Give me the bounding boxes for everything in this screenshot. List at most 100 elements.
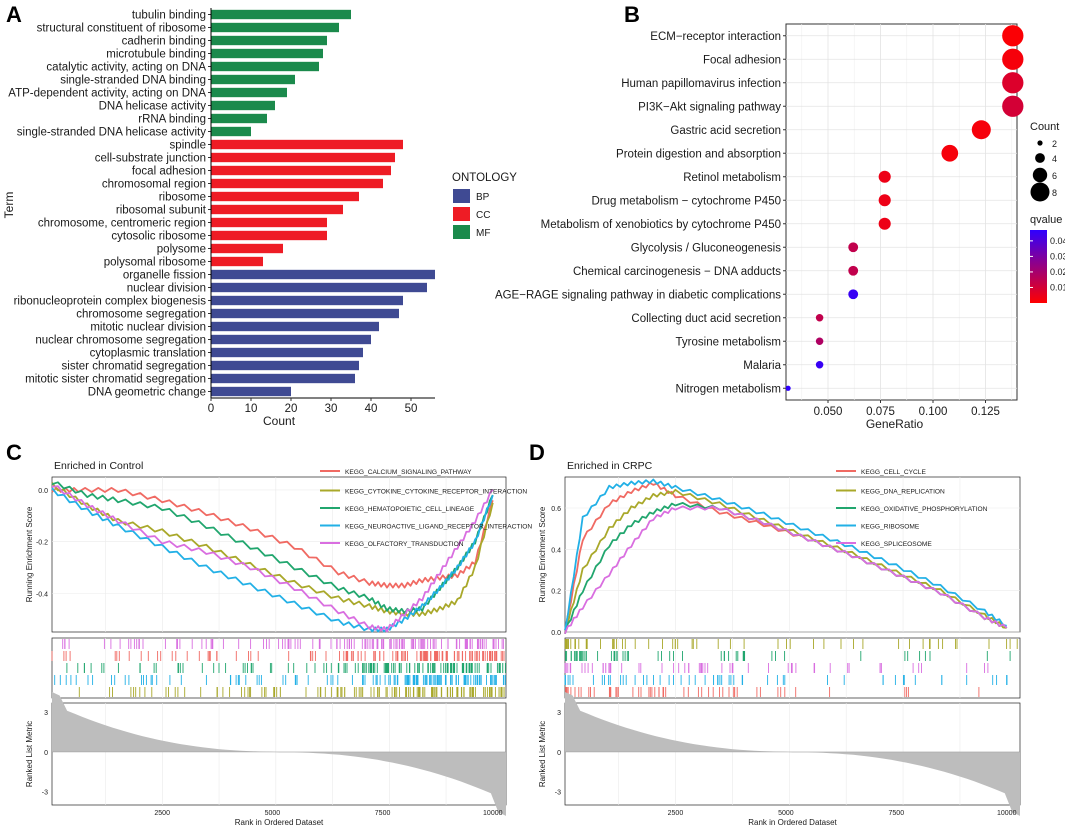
hit-marks-4: [564, 663, 989, 673]
x-tick-label: 40: [365, 403, 378, 415]
bar-bp: [211, 321, 379, 332]
size-legend-dot: [1030, 182, 1050, 202]
dot: [785, 385, 791, 391]
hit-marks-0: [565, 687, 980, 697]
bar-label: single-stranded DNA binding: [60, 75, 206, 87]
bar-cc: [211, 243, 283, 254]
bar-label: cytosolic ribosome: [111, 231, 206, 243]
x-tick-label: 30: [325, 403, 338, 415]
legend-label: KEGG_OXIDATIVE_PHOSPHORYLATION: [861, 506, 988, 513]
term-label: Gastric acid secretion: [670, 125, 781, 137]
x-tick-label: 7500: [375, 810, 391, 817]
y-tick-label: -0.4: [36, 591, 48, 598]
bar-mf: [211, 87, 287, 98]
bar-label: sister chromatid segregation: [62, 361, 206, 373]
bar-label: tubulin binding: [132, 10, 206, 22]
bar-cc: [211, 152, 395, 163]
term-label: Malaria: [743, 360, 781, 372]
y-axis-title: Running Enrichment Score: [538, 506, 547, 602]
dot: [848, 242, 859, 253]
panel-b-dot-plot: ECM−receptor interaction Focal adhesion Hu…: [495, 23, 1065, 431]
size-legend-title: Count: [1030, 121, 1059, 133]
size-legend-label: 4: [1052, 154, 1057, 164]
dot: [971, 120, 991, 140]
bar-label: nuclear division: [127, 283, 206, 295]
legend-label: KEGG_DNA_REPLICATION: [861, 489, 945, 496]
dot: [1002, 48, 1024, 70]
ranked-metric-area: [52, 692, 506, 816]
legend-label: KEGG_CYTOKINE_CYTOKINE_RECEPTOR_INTERACT…: [345, 489, 527, 496]
term-label: Retinol metabolism: [683, 172, 781, 184]
bar-mf: [211, 61, 319, 72]
panel-d-gsea-plot: Enriched in CRPC 0.0 0.2 0.4 0.6 Running Enri…: [538, 460, 1021, 827]
legend-label: KEGG_RIBOSOME: [861, 524, 920, 531]
x-tick-label: 2500: [668, 810, 684, 817]
y-tick-label: 0.0: [38, 488, 48, 495]
term-label: ECM−receptor interaction: [650, 31, 781, 43]
dot: [878, 170, 891, 183]
size-legend-label: 2: [1052, 139, 1057, 149]
term-label: Collecting duct acid secretion: [631, 313, 781, 325]
bar-mf: [211, 9, 351, 20]
x-tick-label: 0.050: [814, 406, 843, 418]
plot-title: Enriched in CRPC: [567, 460, 653, 472]
x-tick-label: 10000: [483, 810, 503, 817]
bar-mf: [211, 100, 275, 111]
term-label: Tyrosine metabolism: [676, 336, 781, 348]
bar-bp: [211, 360, 359, 371]
legend-swatch-bp: [453, 189, 470, 203]
hit-marks-0: [51, 651, 505, 661]
color-legend-label: 0.02: [1050, 267, 1065, 277]
bar-cc: [211, 178, 383, 189]
x-tick-label: 5000: [265, 810, 281, 817]
bar-label: polysome: [157, 244, 206, 256]
legend-swatch-mf: [453, 225, 470, 239]
bar-label: structural constituent of ribosome: [37, 23, 206, 35]
bar-mf: [211, 35, 327, 46]
bar-cc: [211, 191, 359, 202]
dot: [941, 144, 959, 162]
color-legend-label: 0.03: [1050, 251, 1065, 261]
term-label: Glycolysis / Gluconeogenesis: [631, 242, 781, 254]
bar-cc: [211, 204, 343, 215]
bar-mf: [211, 113, 267, 124]
es-line-2: [51, 481, 494, 615]
hit-marks-1: [564, 639, 1018, 649]
hit-marks-1: [78, 687, 505, 697]
panel-label-a: A: [6, 2, 22, 27]
x-tick-label: 50: [405, 403, 418, 415]
bar-mf: [211, 22, 339, 33]
hit-marks-3: [564, 675, 1008, 685]
es-line-1: [51, 482, 494, 617]
x-tick-label: 0: [208, 403, 214, 415]
dot: [815, 337, 824, 345]
x-tick-label: 10000: [997, 810, 1017, 817]
metric-axis-title: Ranked List Metric: [25, 721, 34, 787]
x-axis-title: Rank in Ordered Dataset: [235, 818, 324, 827]
bar-cc: [211, 165, 391, 176]
plot-background: [785, 23, 1018, 401]
y-axis-title: Term: [2, 192, 16, 219]
bar-label: ribosome: [159, 192, 206, 204]
term-label: Human papillomavirus infection: [621, 78, 781, 90]
size-legend-dot: [1032, 167, 1048, 183]
bar-label: chromosome, centromeric region: [38, 218, 206, 230]
term-label: Nitrogen metabolism: [676, 383, 781, 395]
es-line-4: [51, 485, 494, 633]
x-tick-label: 5000: [778, 810, 794, 817]
bar-label: organelle fission: [123, 270, 206, 282]
panel-label-c: C: [6, 440, 22, 465]
dot: [1002, 25, 1024, 47]
bar-label: focal adhesion: [132, 166, 206, 178]
hit-marks-3: [54, 675, 506, 685]
ranked-metric-area: [565, 692, 1020, 816]
dot: [815, 361, 824, 369]
bar-bp: [211, 282, 427, 293]
bar-label: cadherin binding: [122, 36, 206, 48]
legend-label: KEGG_SPLICEOSOME: [861, 541, 932, 548]
bar-cc: [211, 230, 327, 241]
panel-label-b: B: [624, 2, 640, 27]
bar-label: polysomal ribosome: [104, 257, 206, 269]
es-line-3: [564, 478, 1007, 631]
